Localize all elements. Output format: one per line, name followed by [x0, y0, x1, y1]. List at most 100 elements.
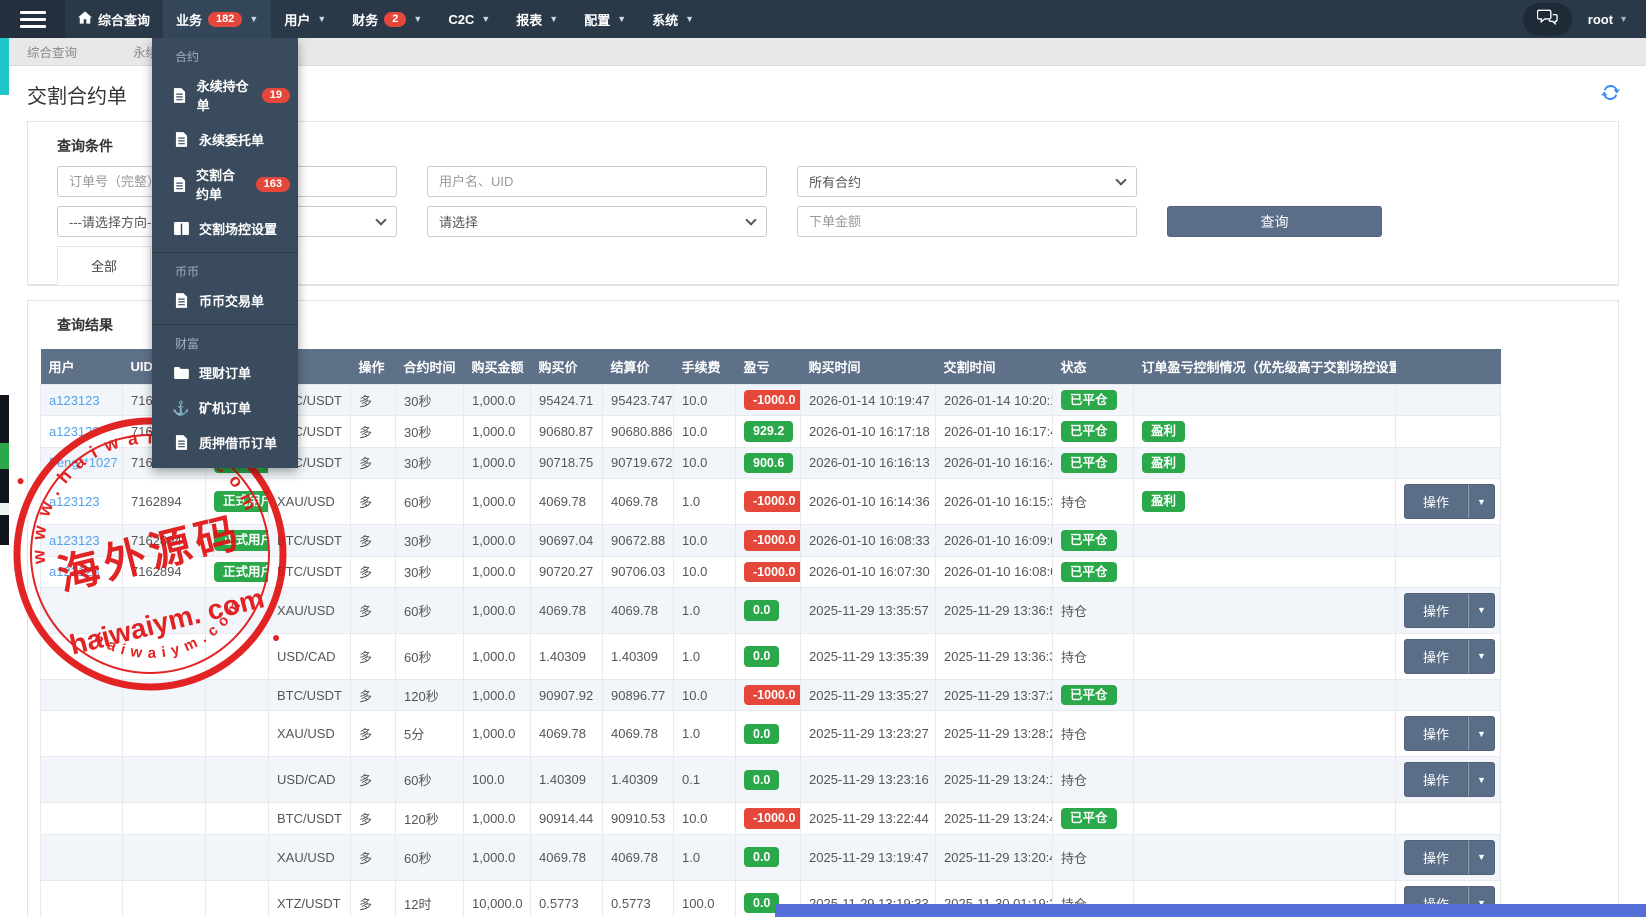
settle-price-cell: 90680.8865	[602, 415, 674, 448]
uid-cell	[122, 879, 206, 917]
status-text: 持仓	[1061, 773, 1088, 789]
results-panel: 查询结果 用户 UID 操作 合约时间 购买金额 购买价 结算价 手续费 盈亏 购买时间 交割时间状…	[27, 300, 1619, 917]
duration-cell: 60秒	[395, 586, 464, 634]
file-icon	[173, 293, 189, 308]
settle-time-cell: 2025-11-29 13:36:57	[935, 586, 1053, 634]
settle-price-cell: 4069.78	[602, 478, 674, 526]
row-action-button[interactable]: 操作▼	[1404, 839, 1495, 875]
row-action-button[interactable]: 操作▼	[1404, 762, 1495, 798]
buy-time-cell: 2025-11-29 13:19:47	[800, 833, 936, 881]
nav-item-1[interactable]: 业务 182 ▼	[163, 0, 272, 38]
duration-cell: 30秒	[395, 555, 464, 588]
column-header-0: 用户	[40, 349, 123, 385]
menu-item[interactable]: 交割合约单 163	[152, 157, 298, 211]
row-action-button[interactable]: 操作▼	[1404, 638, 1495, 674]
menu-item[interactable]: 交割场控设置	[152, 211, 298, 246]
buy-time-cell: 2026-01-10 16:08:33	[800, 524, 936, 557]
menu-item[interactable]: 币币交易单	[152, 283, 298, 318]
nav-item-6[interactable]: 配置 ▼	[584, 12, 627, 28]
settle-price-cell: 4069.78	[602, 833, 674, 881]
menu-item[interactable]: 永续委托单	[152, 122, 298, 157]
pair-cell: XAU/USD	[268, 710, 351, 758]
user-link[interactable]: a123123	[49, 424, 100, 440]
user-link[interactable]: a123123	[49, 392, 100, 408]
settle-time-cell: 2026-01-10 16:16:43	[935, 446, 1053, 480]
table-row: XAU/USD 多 5分 1,000.0 4069.78 4069.78 1.0 0.0 202…	[40, 710, 1501, 758]
menu-item[interactable]: ⚓ 矿机订单	[172, 399, 252, 417]
filter-tab-all[interactable]: 全部	[57, 246, 152, 285]
nav-item-0[interactable]: 综合查询	[65, 0, 163, 38]
pnl-badge: -1000.0	[744, 530, 800, 551]
duration-cell: 30秒	[395, 446, 464, 480]
chevron-down-icon: ▼	[617, 14, 627, 24]
user-link[interactable]: Feng**1027	[49, 455, 118, 471]
nav-item-4[interactable]: C2C ▼	[448, 11, 491, 27]
menu-item[interactable]: 永续持仓单 19	[152, 68, 298, 122]
sidebar-toggle-icon[interactable]	[0, 0, 65, 38]
duration-cell: 5分	[395, 710, 464, 758]
column-header-12: 交割时间	[935, 349, 1053, 385]
pnl-badge: 0.0	[744, 646, 780, 667]
user-link[interactable]: a123123	[49, 494, 100, 510]
column-header-15	[1395, 349, 1501, 385]
uid-cell	[122, 833, 206, 881]
direction-cell: 多	[350, 833, 396, 881]
messages-button[interactable]	[1522, 2, 1572, 36]
direction-cell: 多	[350, 586, 396, 634]
row-action-button[interactable]: 操作▼	[1404, 484, 1495, 520]
nav-item-7[interactable]: 系统 ▼	[652, 12, 695, 28]
main-nav: 综合查询 业务 182 ▼ 用户 ▼ 财务 2 ▼ C2C ▼ 报表 ▼ 配置 ▼ 系统 ▼	[65, 0, 707, 38]
amount-cell: 1,000.0	[463, 383, 531, 417]
open-tab-0[interactable]: 综合查询	[27, 46, 78, 60]
contract-select[interactable]: 所有合约	[797, 166, 1137, 197]
fee-cell: 1.0	[673, 710, 736, 758]
business-dropdown-menu: 合约 永续持仓单 19 永续委托单 交割合约单 163 交割场控设置 币币 币币交易单 财富 理财订…	[152, 38, 298, 468]
menu-item[interactable]: 质押借币订单	[152, 425, 298, 460]
pnl-badge: 0.0	[744, 769, 780, 790]
chat-icon	[1536, 9, 1558, 30]
pnl-badge: -1000.0	[744, 684, 800, 706]
duration-cell: 60秒	[395, 756, 464, 804]
row-action-button[interactable]: 操作▼	[1404, 716, 1495, 752]
count-badge: 19	[261, 87, 290, 103]
buy-time-cell: 2026-01-14 10:19:47	[800, 383, 936, 417]
user-link[interactable]: a123123	[49, 564, 100, 580]
profit-control-badge: 盈利	[1142, 421, 1186, 442]
pair-cell: BTC/USDT	[268, 524, 351, 557]
pair-cell: USD/CAD	[268, 756, 351, 804]
sidebar-edge-dark	[0, 395, 9, 545]
amount-cell: 1,000.0	[463, 632, 531, 680]
duration-cell: 12时	[395, 879, 464, 917]
chevron-down-icon	[375, 213, 387, 226]
row-action-button[interactable]: 操作▼	[1404, 592, 1495, 628]
search-button[interactable]: 查询	[1167, 206, 1382, 237]
direction-cell: 多	[350, 524, 396, 557]
chevron-down-icon	[1115, 173, 1127, 186]
table-row: XAU/USD 多 60秒 1,000.0 4069.78 4069.78 1.0 0.0 20…	[40, 833, 1501, 881]
user-menu[interactable]: root ▼	[1588, 12, 1628, 27]
status-select[interactable]: 请选择	[427, 206, 767, 237]
fee-cell: 10.0	[673, 524, 736, 557]
chevron-down-icon: ▼	[1468, 592, 1495, 628]
settle-price-cell: 90896.77	[602, 678, 674, 712]
fee-cell: 100.0	[673, 879, 736, 917]
settle-price-cell: 90719.6727	[602, 446, 674, 480]
nav-item-5[interactable]: 报表 ▼	[516, 12, 559, 28]
pair-cell: USD/CAD	[268, 632, 351, 680]
table-row: BTC/USDT 多 120秒 1,000.0 90907.92 90896.77 10.0…	[40, 678, 1501, 712]
status-badge: 已平仓	[1061, 808, 1117, 829]
nav-item-3[interactable]: 财务 2 ▼	[352, 11, 423, 28]
amount-cell: 1,000.0	[463, 833, 531, 881]
file-icon	[173, 176, 186, 192]
user-link[interactable]: a123123	[49, 532, 100, 548]
fee-cell: 1.0	[673, 478, 736, 526]
status-text: 持仓	[1061, 495, 1088, 511]
amount-input[interactable]	[797, 206, 1137, 237]
nav-item-2[interactable]: 用户 ▼	[284, 12, 327, 28]
settle-time-cell: 2026-01-10 16:09:03	[935, 524, 1053, 557]
menu-item[interactable]: 理财订单	[152, 355, 298, 390]
user-input[interactable]	[427, 166, 767, 197]
refresh-icon[interactable]	[1601, 83, 1620, 107]
chevron-down-icon: ▼	[1468, 638, 1495, 674]
settle-time-cell: 2026-01-10 16:08:00	[935, 555, 1053, 588]
